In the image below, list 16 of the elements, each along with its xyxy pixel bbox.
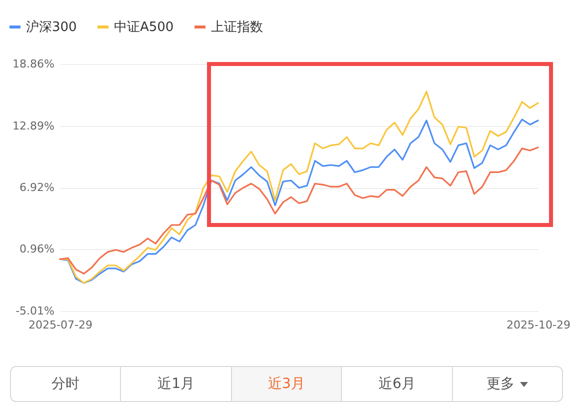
text: 近3月 [268, 375, 305, 393]
x-tick-label: 2025-07-29 [28, 318, 92, 332]
y-tick-label: 12.89% [12, 119, 54, 132]
text: 近6月 [378, 375, 416, 393]
text: 分时 [52, 375, 80, 393]
legend-label: 沪深300 [26, 19, 77, 35]
y-tick-label: -5.01% [16, 304, 54, 318]
text: 更多 [486, 375, 514, 393]
y-tick-label: 0.96% [20, 242, 54, 256]
x-tick-label: 2025-10-29 [506, 318, 570, 332]
line-series [59, 146, 539, 274]
y-tick-label: 18.86% [12, 58, 54, 70]
text: 近1月 [158, 375, 195, 393]
legend-label: 上证指数 [211, 20, 263, 35]
legend-label: 中证A500 [114, 20, 174, 35]
y-tick-label: 6.92% [20, 181, 54, 194]
